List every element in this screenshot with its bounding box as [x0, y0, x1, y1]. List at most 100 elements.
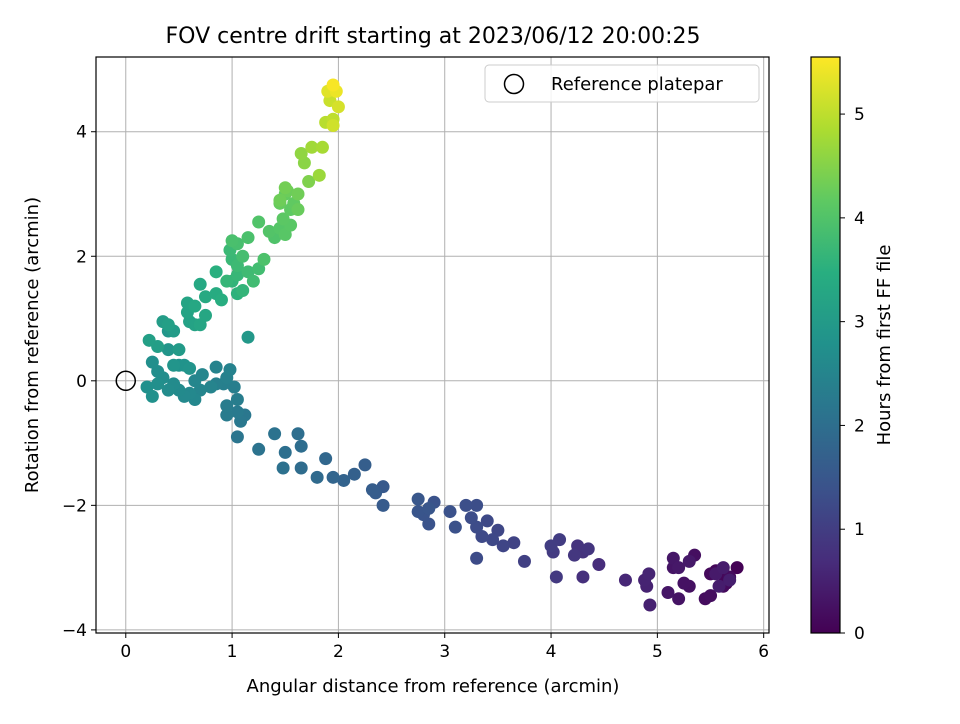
legend: Reference platepar	[484, 64, 760, 103]
colorbar-label: Hours from first FF file	[874, 245, 895, 446]
data-point	[347, 467, 361, 481]
data-point	[326, 470, 340, 484]
data-point	[319, 452, 333, 466]
data-point	[220, 274, 234, 288]
data-point	[241, 231, 255, 245]
data-point	[411, 505, 425, 519]
data-point	[470, 498, 484, 512]
x-axis-ticks: 0 1 2 3 4 5 6	[120, 633, 769, 662]
x-tick-label: 5	[652, 642, 663, 662]
colorbar-tick-label: 4	[854, 209, 865, 229]
chart-title: FOV centre drift starting at 2023/06/12 …	[166, 24, 701, 49]
data-point	[470, 551, 484, 565]
data-point	[672, 592, 686, 606]
x-tick-label: 1	[227, 642, 238, 662]
data-point	[230, 268, 244, 282]
legend-open-circle-marker	[503, 73, 525, 95]
data-point	[220, 408, 234, 422]
data-point	[723, 573, 737, 587]
data-point	[642, 567, 656, 581]
reference-platepar-marker	[115, 370, 137, 392]
x-tick-label: 2	[333, 642, 344, 662]
data-point	[326, 118, 340, 132]
legend-entry-reference-platepar: Reference platepar	[551, 74, 723, 95]
data-point	[672, 561, 686, 575]
data-point	[161, 343, 175, 357]
colorbar-tick-label: 1	[854, 520, 865, 540]
data-point	[294, 439, 308, 453]
data-point	[273, 193, 287, 207]
colorbar-tick-label: 2	[854, 416, 865, 436]
data-point	[337, 473, 351, 487]
data-point	[312, 168, 326, 182]
data-point	[225, 234, 239, 248]
y-tick-label: 4	[76, 123, 87, 143]
data-point	[365, 483, 379, 497]
data-point	[294, 461, 308, 475]
y-axis-ticks: −4 −2 0 2 4	[62, 123, 96, 641]
data-point	[278, 181, 292, 195]
data-point	[480, 514, 494, 528]
data-point	[220, 399, 234, 413]
data-point	[677, 576, 691, 590]
data-point	[305, 140, 319, 154]
reference-layer	[115, 370, 137, 392]
data-point	[661, 586, 675, 600]
data-point	[326, 78, 340, 92]
plot-frame	[95, 56, 770, 634]
data-point	[209, 360, 223, 374]
data-point	[167, 358, 181, 372]
data-point	[188, 299, 202, 313]
colorbar-gradient	[810, 56, 841, 634]
x-tick-label: 6	[758, 642, 769, 662]
data-point	[193, 277, 207, 291]
colorbar-tick-label: 0	[854, 624, 865, 644]
data-point	[294, 147, 308, 161]
data-point	[262, 224, 276, 238]
x-axis-label: Angular distance from reference (arcmin)	[247, 676, 620, 697]
colorbar-tick-label: 3	[854, 313, 865, 333]
data-point	[151, 377, 165, 391]
data-point	[464, 511, 478, 525]
data-point	[241, 330, 255, 344]
colorbar-tick-label: 5	[854, 105, 865, 125]
data-point	[230, 405, 244, 419]
data-point	[172, 343, 186, 357]
data-point	[618, 573, 632, 587]
data-point	[291, 203, 305, 217]
data-point	[204, 380, 218, 394]
data-point	[161, 318, 175, 332]
data-point	[199, 290, 213, 304]
data-point	[331, 100, 345, 114]
data-point	[246, 274, 260, 288]
data-point	[443, 505, 457, 519]
data-point	[161, 383, 175, 397]
data-point	[223, 363, 237, 377]
data-point	[268, 427, 282, 441]
data-point	[704, 589, 718, 603]
data-point	[183, 361, 197, 375]
data-point	[517, 554, 531, 568]
data-point	[315, 140, 329, 154]
x-tick-label: 0	[120, 642, 131, 662]
data-point	[411, 492, 425, 506]
data-point	[257, 252, 271, 266]
data-point	[276, 461, 290, 475]
data-point	[236, 284, 250, 298]
y-axis-label: Rotation from reference (arcmin)	[22, 197, 43, 493]
data-point	[643, 598, 657, 612]
data-point	[252, 215, 266, 229]
data-point	[496, 539, 510, 553]
data-point	[145, 389, 159, 403]
data-point	[358, 458, 372, 472]
data-point	[291, 427, 305, 441]
y-tick-label: 2	[76, 247, 87, 267]
data-point	[716, 561, 730, 575]
colorbar-ticks: 0 1 2 3 4 5	[840, 105, 865, 644]
data-point	[376, 498, 390, 512]
data-point	[188, 374, 202, 388]
data-point	[142, 333, 156, 347]
data-point	[209, 265, 223, 279]
data-point	[214, 293, 228, 307]
